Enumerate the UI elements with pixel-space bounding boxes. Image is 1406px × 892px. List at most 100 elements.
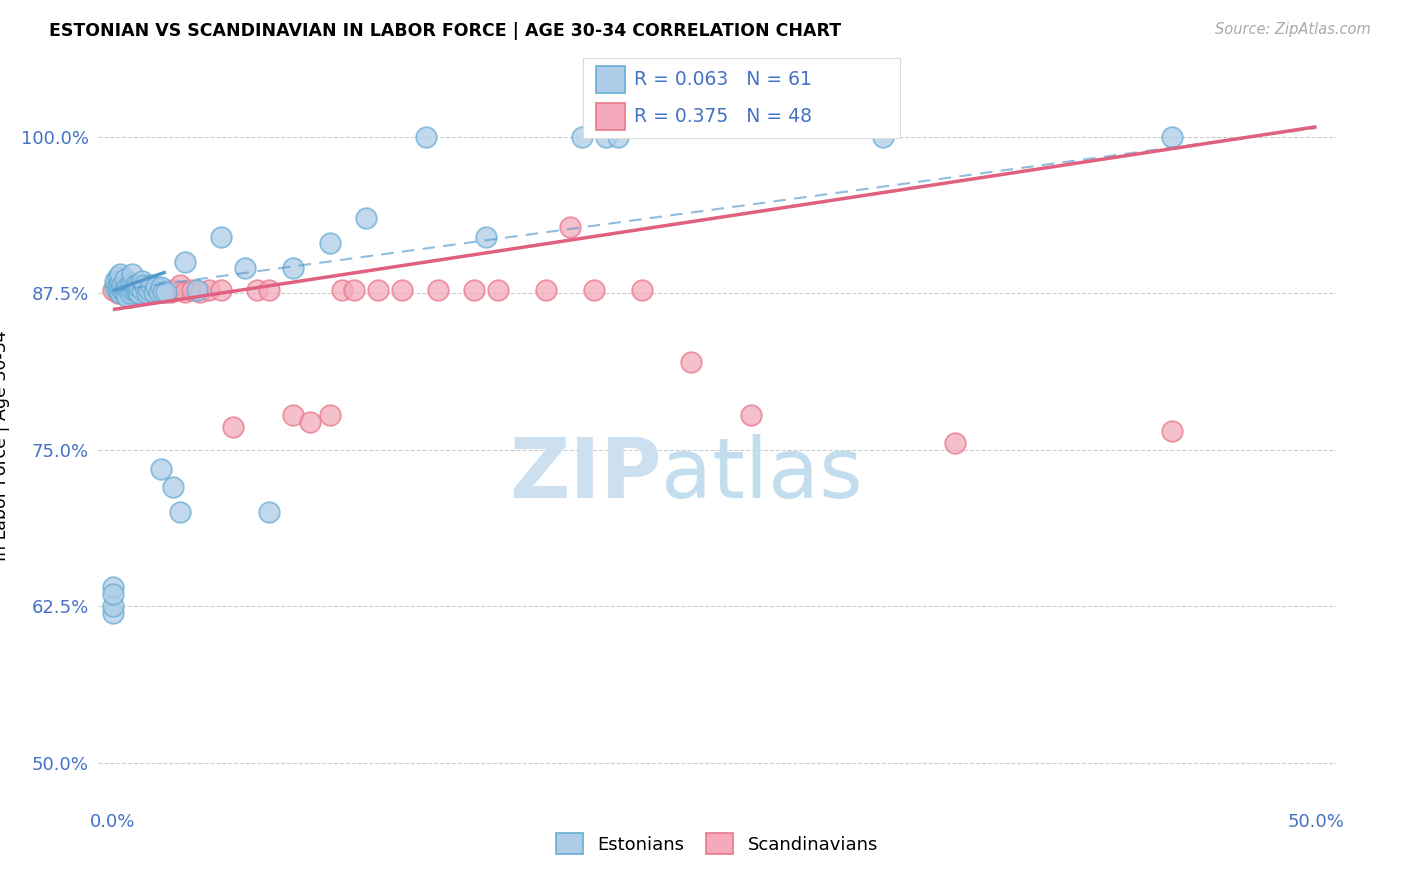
Point [135, 280, 157, 294]
Point [124, 277, 146, 292]
Point [131, 274, 153, 288]
Point [124, 283, 146, 297]
Point [114, 286, 136, 301]
Point [148, 285, 170, 299]
Point [186, 283, 208, 297]
Point [121, 283, 143, 297]
Point [159, 285, 181, 299]
Point [108, 286, 131, 301]
Y-axis label: In Labor Force | Age 30-34: In Labor Force | Age 30-34 [0, 331, 10, 561]
Point [426, 283, 449, 297]
Point [209, 230, 232, 244]
Point [134, 280, 156, 294]
FancyBboxPatch shape [596, 66, 624, 94]
Point [108, 280, 131, 294]
Point [125, 285, 148, 299]
Point [141, 283, 163, 297]
Point [740, 408, 762, 422]
Point [571, 129, 593, 144]
Point [118, 286, 141, 301]
Point [138, 285, 160, 299]
Point [114, 280, 136, 294]
Point [114, 286, 136, 301]
Point [367, 283, 389, 297]
Point [233, 261, 256, 276]
Point [475, 230, 498, 244]
Point [342, 283, 364, 297]
Point [595, 129, 617, 144]
Point [101, 581, 124, 595]
Point [222, 420, 245, 434]
Point [142, 286, 165, 301]
FancyBboxPatch shape [596, 103, 624, 130]
Point [1161, 424, 1184, 438]
Legend: Estonians, Scandinavians: Estonians, Scandinavians [548, 826, 886, 862]
Point [121, 268, 143, 282]
Point [104, 274, 127, 288]
Text: ZIP: ZIP [509, 434, 661, 515]
Point [145, 283, 167, 297]
Point [679, 355, 702, 369]
Point [135, 286, 157, 301]
Point [155, 283, 177, 297]
Point [354, 211, 377, 226]
Point [111, 283, 134, 297]
Point [128, 280, 150, 294]
Point [415, 129, 437, 144]
Point [1161, 129, 1184, 144]
Text: R = 0.063   N = 61: R = 0.063 N = 61 [634, 70, 813, 89]
Point [259, 505, 281, 519]
Point [148, 285, 170, 299]
Point [259, 283, 281, 297]
Point [128, 286, 150, 301]
Point [872, 129, 894, 144]
Point [117, 280, 139, 294]
Point [169, 277, 191, 292]
Point [534, 283, 557, 297]
Point [107, 270, 129, 285]
Point [111, 277, 134, 292]
Point [330, 283, 353, 297]
Point [141, 277, 163, 292]
Point [131, 283, 153, 297]
Point [125, 283, 148, 297]
Text: R = 0.375   N = 48: R = 0.375 N = 48 [634, 107, 813, 126]
Point [118, 277, 141, 292]
Point [188, 285, 211, 299]
Point [101, 599, 124, 614]
Point [246, 283, 269, 297]
Point [560, 219, 582, 234]
Point [391, 283, 413, 297]
Point [101, 606, 124, 620]
Point [209, 283, 232, 297]
Point [150, 461, 173, 475]
Point [486, 283, 509, 297]
Text: ESTONIAN VS SCANDINAVIAN IN LABOR FORCE | AGE 30-34 CORRELATION CHART: ESTONIAN VS SCANDINAVIAN IN LABOR FORCE … [49, 22, 841, 40]
Point [631, 283, 654, 297]
Point [101, 587, 124, 601]
Point [155, 285, 177, 299]
Point [165, 283, 187, 297]
Point [107, 277, 129, 292]
Point [583, 283, 606, 297]
Point [118, 290, 141, 304]
Point [104, 280, 127, 294]
Point [943, 436, 966, 450]
Point [318, 408, 340, 422]
Point [131, 283, 153, 297]
Point [108, 268, 131, 282]
Point [174, 255, 197, 269]
Point [299, 415, 322, 429]
Text: Source: ZipAtlas.com: Source: ZipAtlas.com [1215, 22, 1371, 37]
Point [283, 408, 305, 422]
Point [150, 280, 173, 294]
Point [134, 277, 156, 292]
Point [117, 290, 139, 304]
Text: atlas: atlas [661, 434, 863, 515]
Point [181, 283, 204, 297]
Point [121, 277, 143, 291]
Point [145, 280, 167, 294]
Point [124, 277, 146, 292]
Point [121, 283, 143, 297]
Point [283, 261, 305, 276]
